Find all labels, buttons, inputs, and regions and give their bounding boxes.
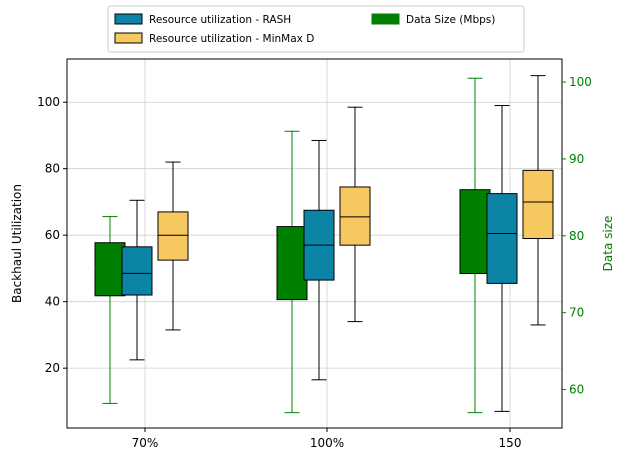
x-tick-label: 150 [499, 436, 522, 450]
x-tick-label: 70% [132, 436, 159, 450]
minmax-box [157, 161, 189, 331]
iqr-box [522, 169, 554, 240]
x-tick-label: 100% [310, 436, 344, 450]
minmax-box [522, 75, 554, 326]
iqr-box [94, 242, 126, 297]
axes-layer: 20 40 60 80 100 60 70 80 90 100 70% 100% 150 [37, 75, 592, 450]
y2-tick-label: 100 [569, 75, 592, 89]
legend-swatch [371, 13, 400, 25]
legend-label: Resource utilization - MinMax D [149, 33, 314, 45]
y2-tick-label: 90 [569, 152, 584, 166]
y-tick-label: 20 [45, 361, 60, 375]
legend-label: Data Size (Mbps) [406, 14, 495, 26]
legend-swatch [114, 13, 143, 25]
legend-frame [107, 5, 525, 53]
plot-frame [66, 58, 563, 429]
data-size-box [276, 130, 308, 414]
iqr-box [276, 226, 308, 301]
iqr-box [157, 211, 189, 261]
y-tick-label: 40 [45, 295, 60, 309]
boxes-layer [94, 75, 554, 414]
y-tick-label: 60 [45, 228, 60, 242]
iqr-box [339, 186, 371, 246]
y2-axis-label: Data size [601, 216, 615, 272]
rash-box [303, 139, 335, 381]
iqr-box [486, 193, 518, 284]
y2-tick-label: 60 [569, 383, 584, 397]
y2-tick-label: 80 [569, 229, 584, 243]
iqr-box [459, 189, 491, 274]
y-tick-label: 80 [45, 162, 60, 176]
y2-tick-label: 70 [569, 306, 584, 320]
data-size-box [94, 216, 126, 404]
data-size-box [459, 77, 491, 414]
y-axis-label: Backhaul Utilization [10, 184, 24, 303]
iqr-box [121, 246, 153, 296]
legend: Resource utilization - RASH Resource util… [107, 5, 525, 53]
minmax-box [339, 106, 371, 323]
y-tick-label: 100 [37, 95, 60, 109]
legend-swatch [114, 32, 143, 44]
rash-box [486, 105, 518, 412]
legend-label: Resource utilization - RASH [149, 14, 291, 26]
rash-box [121, 199, 153, 361]
